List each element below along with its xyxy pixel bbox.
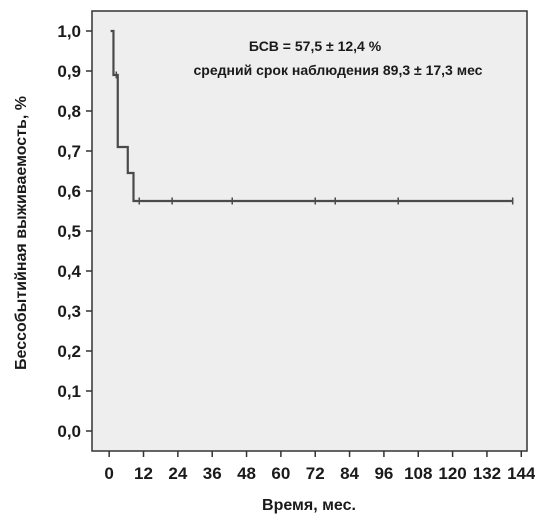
y-tick-label: 0,7 (57, 142, 81, 161)
x-tick-label: 84 (340, 464, 359, 483)
x-tick-label: 36 (203, 464, 222, 483)
x-tick-label: 24 (168, 464, 187, 483)
x-tick-label: 120 (438, 464, 466, 483)
y-tick-label: 0,1 (57, 382, 81, 401)
censor-marks (115, 71, 514, 205)
survival-step-line (110, 29, 513, 203)
annotation-esv: БСВ = 57,5 ± 12,4 % (249, 38, 382, 54)
annotation-follow-up: средний срок наблюдения 89,3 ± 17,3 мес (194, 62, 483, 78)
y-tick-label: 0,8 (57, 102, 81, 121)
y-tick-label: 0,0 (57, 422, 81, 441)
x-axis: 0 12 24 36 48 60 72 84 96 108 120 132 144 (104, 451, 535, 483)
x-axis-label: Время, мес. (262, 497, 356, 514)
y-tick-label: 0,5 (57, 222, 81, 241)
x-tick-label: 108 (404, 464, 432, 483)
x-tick-label: 132 (473, 464, 501, 483)
plot-area (91, 10, 528, 452)
y-tick-label: 0,9 (57, 62, 81, 81)
x-tick-label: 48 (237, 464, 256, 483)
x-tick-label: 72 (306, 464, 325, 483)
y-tick-label: 0,2 (57, 342, 81, 361)
x-tick-label: 96 (374, 464, 393, 483)
x-tick-label: 144 (507, 464, 535, 483)
survival-curve (110, 29, 513, 203)
x-tick-label: 0 (104, 464, 113, 483)
y-axis: 0,0 0,1 0,2 0,3 0,4 0,5 0,6 0,7 0,8 0,9 1,0 (57, 22, 92, 441)
y-tick-label: 0,4 (57, 262, 81, 281)
y-tick-label: 1,0 (57, 22, 81, 41)
y-axis-label: Бессобытийная выживаемость, % (13, 96, 30, 370)
x-tick-label: 12 (134, 464, 153, 483)
y-tick-label: 0,3 (57, 302, 81, 321)
y-tick-label: 0,6 (57, 182, 81, 201)
x-tick-label: 60 (271, 464, 290, 483)
